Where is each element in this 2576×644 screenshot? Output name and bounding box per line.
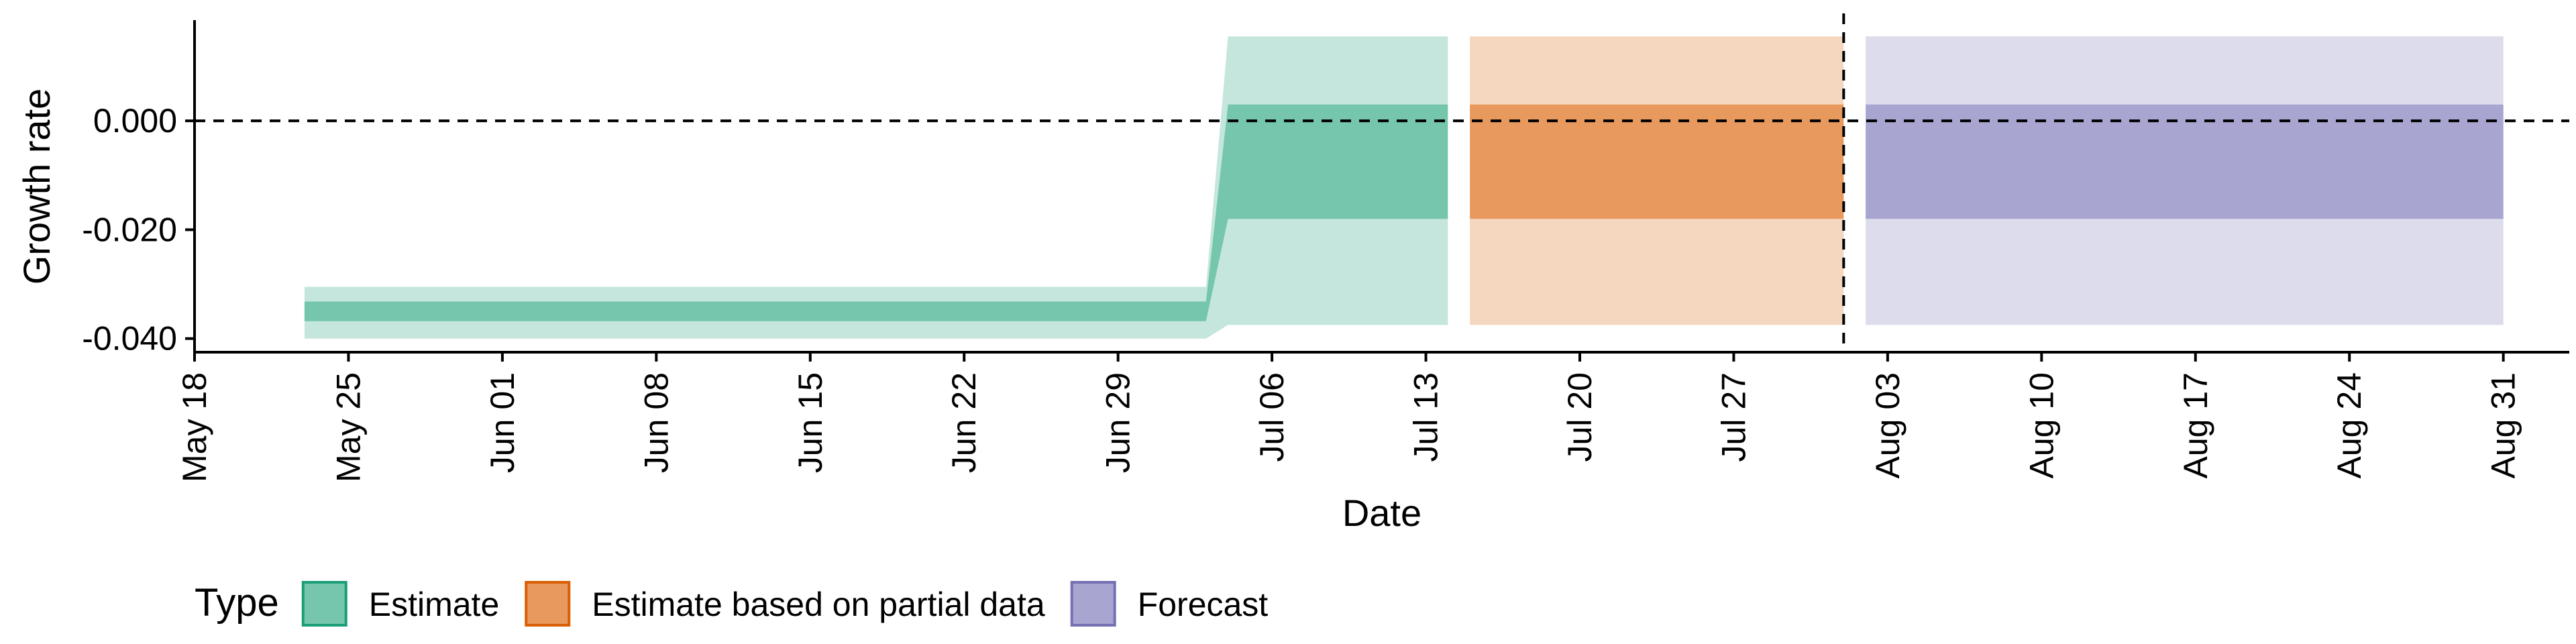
x-tick-label: Aug 31 [2485, 372, 2522, 478]
x-tick-label: Jun 15 [792, 372, 829, 473]
x-tick-label: Jun 01 [484, 372, 521, 473]
x-tick-label: Jul 27 [1715, 372, 1752, 462]
legend: Type Estimate Estimate based on partial da… [195, 581, 1269, 627]
x-tick-label: May 18 [176, 372, 213, 482]
y-tick-label: 0.000 [93, 102, 177, 140]
y-tick-label: -0.040 [82, 320, 177, 358]
reference-lines [195, 13, 2569, 352]
legend-label-forecast: Forecast [1138, 586, 1269, 623]
legend-key-estimate-based-on-partial-data [525, 581, 571, 627]
y-axis-title: Growth rate [15, 89, 58, 285]
band-inner-estimate-based-on-partial-data [1470, 104, 1844, 219]
band-inner-estimate [304, 104, 1448, 321]
legend-key-estimate [301, 581, 347, 627]
x-tick-label: May 25 [329, 372, 367, 482]
x-tick-label: Jul 13 [1407, 372, 1445, 462]
x-tick-label: Aug 24 [2330, 372, 2368, 478]
x-tick-label: Jun 08 [637, 372, 675, 473]
band-inner-forecast [1866, 104, 2504, 219]
legend-label-estimate: Estimate [369, 586, 500, 623]
x-axis-title: Date [1342, 492, 1421, 534]
x-tick-label: Jun 22 [945, 372, 983, 473]
legend-title: Type [195, 581, 279, 625]
x-tick-label: Jun 29 [1099, 372, 1137, 473]
x-tick-label: Aug 10 [2023, 372, 2060, 478]
legend-label-estimate-based-on-partial-data: Estimate based on partial data [592, 586, 1045, 623]
x-tick-label: Jul 20 [1561, 372, 1599, 462]
legend-key-forecast [1070, 581, 1116, 627]
ribbon-layer [304, 36, 2504, 339]
axes: -0.040 -0.020 0.000 May 18 May 25 Jun 01 Jun 0… [82, 20, 2569, 482]
x-tick-label: Aug 17 [2177, 372, 2214, 478]
x-tick-label: Aug 03 [1869, 372, 1907, 478]
x-tick-label: Jul 06 [1253, 372, 1291, 462]
y-tick-label: -0.020 [82, 211, 177, 248]
